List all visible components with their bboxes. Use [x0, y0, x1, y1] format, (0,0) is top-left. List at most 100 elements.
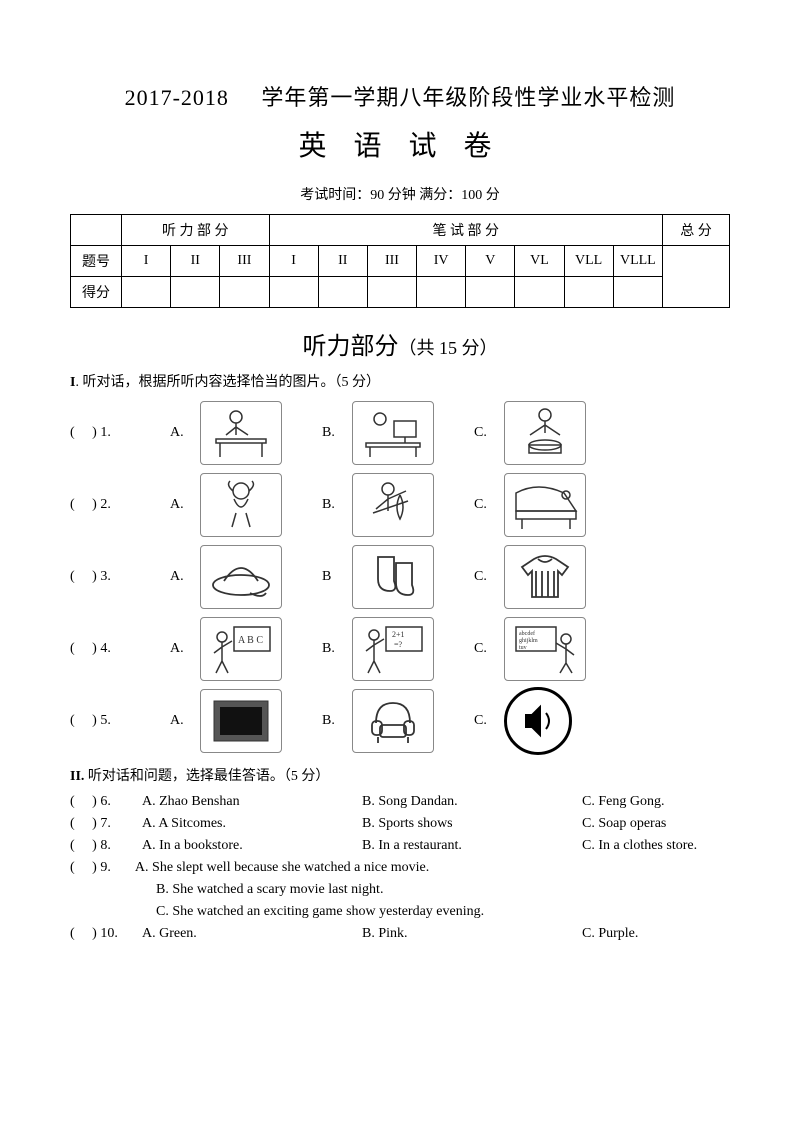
text-questions: ( ) 6. A. Zhao Benshan B. Song Dandan. C… — [70, 791, 730, 945]
listening-section-title: 听力部分（共 15 分） — [70, 326, 730, 361]
violin-icon — [352, 473, 434, 537]
option-b: B. She watched a scary movie last night. — [70, 879, 383, 901]
svg-text:tuv: tuv — [519, 645, 527, 651]
group-listen-header: 听 力 部 分 — [122, 215, 270, 246]
section2-label: II. — [70, 769, 84, 784]
option-c: C. Feng Gong. — [582, 791, 730, 813]
cooking-icon — [504, 401, 586, 465]
svg-text:2+1: 2+1 — [392, 630, 405, 639]
text-question-row: B. She watched a scary movie last night. — [70, 879, 730, 901]
svg-text:=?: =? — [394, 640, 403, 649]
tv-screen-icon — [200, 689, 282, 753]
option-label: A. — [170, 713, 200, 729]
picture-row: ( ) 5. A. B. C. — [70, 685, 730, 757]
table-row: 得分 — [71, 277, 730, 308]
q-paren: ( ) 4. — [70, 641, 170, 657]
row-score-label: 得分 — [71, 277, 122, 308]
group-written-header: 笔 试 部 分 — [269, 215, 662, 246]
text-question-row: ( ) 9. A. She slept well because she wat… — [70, 857, 730, 879]
col-header: I — [122, 246, 171, 277]
score-table: 听 力 部 分 笔 试 部 分 总 分 题号 I II III I II III… — [70, 214, 730, 308]
option-label: C. — [474, 497, 504, 513]
option-label: A. — [170, 641, 200, 657]
girl-play-icon — [200, 473, 282, 537]
option-label: B. — [322, 497, 352, 513]
option-b: B. Sports shows — [362, 813, 582, 835]
q-paren: ( ) 7. — [70, 813, 142, 835]
piano-icon — [504, 473, 586, 537]
section1-text: . 听对话，根据所听内容选择恰当的图片。（5 分） — [75, 375, 380, 390]
col-header: II — [318, 246, 367, 277]
col-header: I — [269, 246, 318, 277]
option-a: A. Green. — [142, 923, 362, 945]
option-b: B. Pink. — [362, 923, 582, 945]
option-label: A. — [170, 569, 200, 585]
option-c: C. Purple. — [582, 923, 730, 945]
picture-row: ( ) 1. A. B. C. — [70, 397, 730, 469]
listening-sub: （共 15 分） — [399, 338, 498, 358]
option-a: A. She slept well because she watched a … — [135, 857, 730, 879]
option-label: C. — [474, 569, 504, 585]
desk-writing-icon — [200, 401, 282, 465]
option-a: A. Zhao Benshan — [142, 791, 362, 813]
col-header: VLL — [564, 246, 613, 277]
option-label: A. — [170, 497, 200, 513]
text-question-row: C. She watched an exciting game show yes… — [70, 901, 730, 923]
option-label: C. — [474, 641, 504, 657]
option-b: B. In a restaurant. — [362, 835, 582, 857]
armchair-icon — [352, 689, 434, 753]
text-question-row: ( ) 8. A. In a bookstore. B. In a restau… — [70, 835, 730, 857]
group-total-header: 总 分 — [663, 215, 730, 246]
svg-text:ghijklm: ghijklm — [519, 638, 538, 644]
option-a: A. In a bookstore. — [142, 835, 362, 857]
teacher-letters-icon: abcdefghijklmtuv — [504, 617, 586, 681]
picture-row: ( ) 2. A. B. C. — [70, 469, 730, 541]
title-rest: 学年第一学期八年级阶段性学业水平检测 — [261, 85, 675, 110]
option-label: B. — [322, 713, 352, 729]
q-paren: ( ) 3. — [70, 569, 170, 585]
option-label: B. — [322, 641, 352, 657]
subject-title: 英 语 试 卷 — [70, 124, 730, 164]
svg-text:abcdef: abcdef — [519, 630, 535, 637]
q-paren: ( ) 8. — [70, 835, 142, 857]
q-paren: ( ) 10. — [70, 923, 142, 945]
teacher-abc-icon: A B C — [200, 617, 282, 681]
svg-text:A B C: A B C — [238, 635, 263, 646]
q-paren: ( ) 5. — [70, 713, 170, 729]
option-a: A. A Sitcomes. — [142, 813, 362, 835]
col-header: VLLL — [613, 246, 662, 277]
option-c: C. Soap operas — [582, 813, 730, 835]
option-b: B. Song Dandan. — [362, 791, 582, 813]
picture-row: ( ) 3. A. B C. — [70, 541, 730, 613]
text-question-row: ( ) 10. A. Green. B. Pink. C. Purple. — [70, 923, 730, 945]
section2-instruction: II. 听对话和问题，选择最佳答语。（5 分） — [70, 765, 730, 785]
teacher-math-icon: 2+1=? — [352, 617, 434, 681]
col-header: V — [466, 246, 515, 277]
picture-row: ( ) 4. A. A B C B. 2+1=? C. abcdefghijkl… — [70, 613, 730, 685]
exam-info: 考试时间：90 分钟 满分：100 分 — [70, 184, 730, 204]
picture-questions: ( ) 1. A. B. C. ( ) 2. A. B. C. ( ) 3. A… — [70, 397, 730, 757]
socks-icon — [352, 545, 434, 609]
option-label: B — [322, 569, 352, 585]
option-label: A. — [170, 425, 200, 441]
option-c: C. She watched an exciting game show yes… — [70, 901, 484, 923]
col-header: IV — [417, 246, 466, 277]
speaker-circle-icon — [504, 687, 572, 755]
col-header: III — [220, 246, 269, 277]
q-paren: ( ) 2. — [70, 497, 170, 513]
hat-icon — [200, 545, 282, 609]
option-label: C. — [474, 713, 504, 729]
listening-main: 听力部分 — [303, 334, 399, 360]
page-title-line1: 2017-2018 学年第一学期八年级阶段性学业水平检测 — [70, 80, 730, 112]
option-label: B. — [322, 425, 352, 441]
q-paren: ( ) 6. — [70, 791, 142, 813]
q-paren: ( ) 9. — [70, 857, 135, 879]
computer-user-icon — [352, 401, 434, 465]
q-paren: ( ) 1. — [70, 425, 170, 441]
text-question-row: ( ) 7. A. A Sitcomes. B. Sports shows C.… — [70, 813, 730, 835]
exam-page: 2017-2018 学年第一学期八年级阶段性学业水平检测 英 语 试 卷 考试时… — [0, 0, 800, 1131]
col-header: VL — [515, 246, 564, 277]
col-header: III — [367, 246, 416, 277]
table-row: 题号 I II III I II III IV V VL VLL VLLL — [71, 246, 730, 277]
col-header: II — [171, 246, 220, 277]
